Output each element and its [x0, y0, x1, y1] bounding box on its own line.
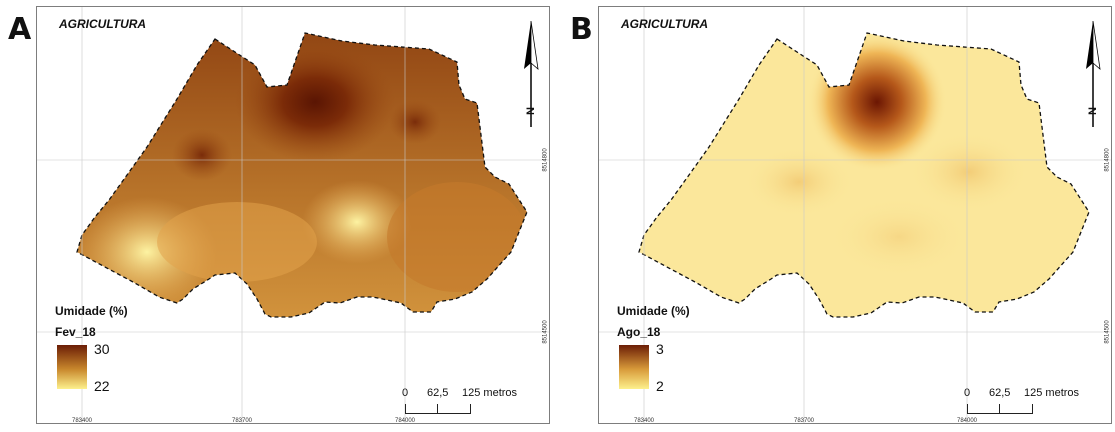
scale-zero: 0 — [964, 387, 971, 399]
scale-mid: 62,5 — [427, 387, 449, 399]
legend-color-ramp — [619, 345, 649, 389]
north-arrow-icon — [524, 20, 539, 127]
legend-period: Fev_18 — [55, 325, 96, 339]
north-label: N — [1087, 107, 1100, 115]
scale-zero: 0 — [402, 387, 409, 399]
legend-min-value: 2 — [656, 378, 664, 394]
panel-letter-a: A — [8, 12, 32, 47]
map-panel-a: AGRICULTURA N Umidade (%) Fev_18 30 22 0… — [36, 6, 550, 424]
north-label: N — [525, 107, 538, 115]
legend-title: Umidade (%) — [55, 304, 128, 318]
x-tick-label: 783400 — [71, 418, 93, 424]
map-canvas-a — [37, 7, 549, 423]
theme-label-b: AGRICULTURA — [621, 17, 709, 31]
legend-min-value: 22 — [94, 378, 110, 394]
panel-letter-b: B — [570, 12, 593, 47]
x-tick-label: 783700 — [231, 418, 253, 424]
legend-period: Ago_18 — [617, 325, 661, 339]
legend-color-ramp — [57, 345, 87, 389]
y-tick-label: 8514500 — [1104, 320, 1111, 344]
scale-end: 125 metros — [462, 387, 518, 399]
x-tick-label: 784000 — [956, 418, 978, 424]
x-tick-label: 784000 — [394, 418, 416, 424]
legend-max-value: 30 — [94, 341, 110, 357]
y-tick-label: 8514500 — [542, 320, 549, 344]
map-panel-b: AGRICULTURA N Umidade (%) Ago_18 3 2 0 6… — [598, 6, 1112, 424]
legend-max-value: 3 — [656, 341, 664, 357]
scale-end: 125 metros — [1024, 387, 1080, 399]
scale-mid: 62,5 — [989, 387, 1011, 399]
x-tick-label: 783400 — [633, 418, 655, 424]
y-tick-label: 8514800 — [1104, 148, 1111, 172]
y-tick-label: 8514800 — [542, 148, 549, 172]
scale-bar: 0 62,5 125 metros — [964, 387, 1097, 415]
theme-label-a: AGRICULTURA — [59, 17, 147, 31]
north-arrow-icon — [1086, 20, 1101, 127]
legend-title: Umidade (%) — [617, 304, 690, 318]
scale-bar: 0 62,5 125 metros — [402, 387, 535, 415]
map-canvas-b — [599, 7, 1111, 423]
x-tick-label: 783700 — [793, 418, 815, 424]
